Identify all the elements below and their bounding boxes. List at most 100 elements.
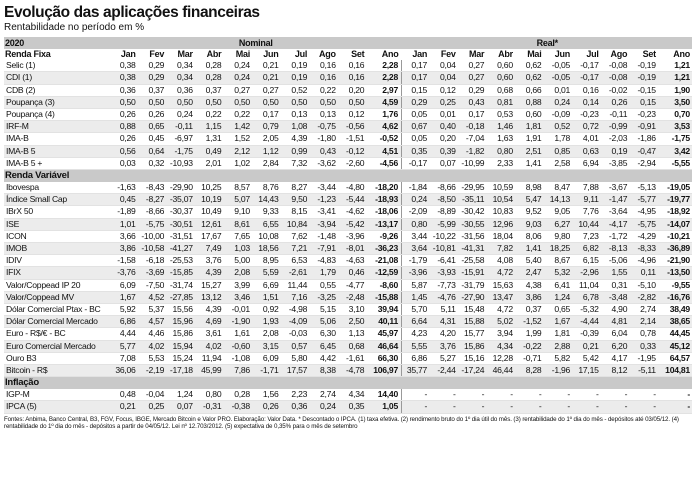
real-value-cell: -0,91	[630, 120, 659, 134]
real-value-cell: 0,60	[515, 108, 545, 122]
nominal-value-cell: 0,26	[110, 132, 139, 146]
nominal-value-cell: 6,09	[110, 279, 139, 292]
nominal-value-cell: 2,97	[367, 84, 402, 97]
group-header-row: 2020 Nominal Real*	[4, 37, 692, 49]
nominal-value-cell: -0,52	[367, 132, 402, 146]
real-value-cell: -7,73	[430, 279, 459, 292]
real-value-cell: 1,24	[544, 291, 574, 305]
real-value-cell: 4,01	[573, 132, 602, 146]
real-value-cell: 7,23	[573, 230, 602, 244]
table-row: IMA-B 5 0,56 0,64 -1,75 0,49 2,12 1,12 0,99 0,43…	[4, 145, 692, 158]
real-value-cell: 0,16	[573, 84, 602, 97]
real-value-cell: 0,62	[515, 60, 545, 73]
nominal-value-cell: -3,44	[310, 182, 339, 195]
real-value-cell: 1,99	[515, 327, 545, 341]
nominal-value-cell: 0,65	[138, 120, 168, 134]
nominal-value-cell: 0,28	[224, 389, 253, 402]
real-value-cell: 0,88	[515, 96, 545, 110]
nominal-value-cell: 0,32	[138, 157, 168, 171]
real-value-cell: -0,99	[601, 120, 631, 134]
real-value-cell: 6,04	[601, 327, 631, 341]
real-value-cell: -4,29	[630, 230, 659, 244]
group-nominal: Nominal	[110, 37, 402, 49]
real-value-cell: -19,05	[658, 182, 692, 195]
nominal-value-cell: -4,83	[310, 254, 339, 268]
nominal-value-cell: 0,03	[110, 157, 139, 171]
real-value-cell: -0,11	[601, 108, 631, 122]
nominal-value-cell: -1,80	[310, 132, 339, 146]
real-value-cell: 0,65	[544, 303, 574, 317]
real-value-cell: 6,41	[544, 279, 574, 292]
nominal-value-cell: -1,48	[310, 230, 339, 244]
row-label: Euro - R$/€ - BC	[4, 327, 110, 341]
real-value-cell: 0,80	[487, 145, 516, 158]
nominal-value-cell: 15,86	[167, 327, 196, 341]
row-label: Valor/Coppead MV	[4, 291, 110, 305]
real-value-cell: 1,90	[658, 84, 692, 97]
real-value-cell: 1,21	[658, 60, 692, 73]
nominal-value-cell: 0,29	[138, 60, 168, 73]
nominal-value-cell: 6,53	[281, 254, 311, 268]
row-label: IBrX 50	[4, 205, 110, 219]
real-value-cell: -	[430, 400, 459, 414]
real-value-cell: 0,31	[601, 279, 631, 292]
real-value-cell: 1,55	[601, 266, 631, 280]
nominal-value-cell: 0,50	[110, 96, 139, 110]
real-value-cell: -16,76	[658, 291, 692, 305]
column-header-nominal: Set	[338, 49, 368, 61]
real-value-cell: -1,75	[658, 132, 692, 146]
table-row: IMA-B 0,26 0,45 -6,97 1,31 1,52 2,05 4,39 -1,80-…	[4, 132, 692, 146]
real-value-cell: 1,41	[515, 242, 545, 256]
nominal-value-cell: 3,10	[338, 303, 368, 317]
row-label: Ouro B3	[4, 352, 110, 366]
row-label: IPCA (5)	[4, 400, 110, 414]
nominal-value-cell: 5,92	[110, 303, 139, 317]
real-value-cell: 4,90	[601, 303, 631, 317]
table-row: Valor/Coppead IP 20 6,09 -7,50 -31,74 15,27 3…	[4, 279, 692, 292]
real-value-cell: 15,77	[458, 327, 488, 341]
nominal-value-cell: 10,49	[195, 205, 225, 219]
nominal-value-cell: 0,22	[310, 84, 339, 97]
real-value-cell: -5,13	[630, 182, 659, 195]
nominal-value-cell: -4,56	[367, 157, 402, 171]
real-value-cell: 0,07	[430, 157, 459, 171]
real-value-cell: 5,42	[573, 352, 602, 366]
nominal-value-cell: 1,56	[252, 389, 282, 402]
nominal-value-cell: 4,02	[195, 340, 225, 353]
nominal-value-cell: 2,28	[367, 71, 402, 85]
nominal-value-cell: 0,20	[338, 84, 368, 97]
column-header-real: Mar	[458, 49, 488, 61]
nominal-value-cell: 5,06	[310, 315, 339, 329]
real-value-cell: -27,90	[458, 291, 488, 305]
real-value-cell: 6,27	[544, 218, 574, 231]
real-value-cell: 18,04	[487, 230, 516, 244]
nominal-value-cell: -4,63	[338, 254, 368, 268]
nominal-value-cell: 7,16	[281, 291, 311, 305]
real-value-cell: -	[573, 389, 602, 402]
real-value-cell: 10,54	[487, 193, 516, 207]
real-value-cell: 13,47	[487, 291, 516, 305]
nominal-value-cell: -8,66	[138, 205, 168, 219]
real-value-cell: 10,59	[487, 182, 516, 195]
table-row: Poupança (3) 0,50 0,50 0,50 0,50 0,50 0,50 0,50…	[4, 96, 692, 110]
table-row: Índice Small Cap 0,45 -8,27 -35,07 10,19 5,07…	[4, 193, 692, 207]
nominal-value-cell: 6,30	[310, 327, 339, 341]
real-value-cell: 0,17	[400, 60, 431, 73]
row-label: Euro Comercial Mercado	[4, 340, 110, 353]
nominal-value-cell: 1,93	[252, 315, 282, 329]
real-value-cell: 0,25	[430, 96, 459, 110]
real-value-cell: 0,27	[458, 71, 488, 85]
row-label: Selic (1)	[4, 60, 110, 73]
nominal-value-cell: -9,26	[367, 230, 402, 244]
row-label: IMOB	[4, 242, 110, 256]
real-value-cell: 5,82	[544, 352, 574, 366]
nominal-value-cell: -5,44	[338, 193, 368, 207]
real-value-cell: -10,81	[430, 242, 459, 256]
nominal-value-cell: 4,59	[367, 96, 402, 110]
real-value-cell: -	[630, 400, 659, 414]
real-value-cell: 1,91	[515, 132, 545, 146]
column-header-nominal: Abr	[195, 49, 225, 61]
nominal-value-cell: 36,06	[110, 364, 139, 378]
nominal-value-cell: 17,67	[195, 230, 225, 244]
real-value-cell: 46,44	[487, 364, 516, 378]
